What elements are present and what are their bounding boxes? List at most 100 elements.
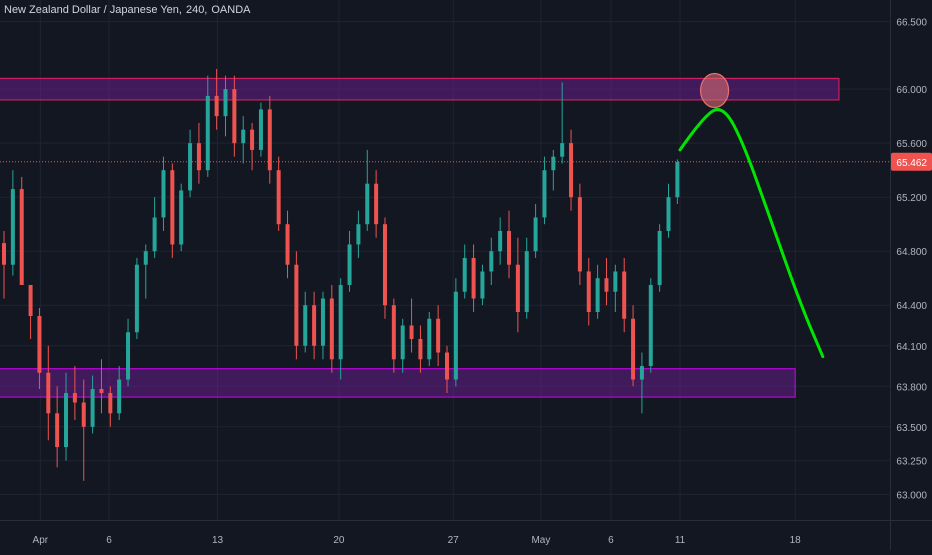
resistance-zone bbox=[0, 77, 840, 101]
candle-body bbox=[365, 183, 370, 225]
y-tick-label: 64.400 bbox=[896, 301, 927, 312]
candle-body bbox=[232, 89, 237, 144]
candle-body bbox=[480, 271, 485, 299]
x-tick-label: Apr bbox=[33, 535, 49, 546]
chart-title: New Zealand Dollar / Japanese Yen, 240, OA… bbox=[4, 4, 255, 16]
candle-body bbox=[276, 170, 281, 225]
candle-body bbox=[338, 284, 343, 360]
candle-body bbox=[126, 332, 131, 380]
x-tick-label: 13 bbox=[212, 535, 224, 546]
y-tick-label: 63.800 bbox=[896, 382, 927, 393]
candle-body bbox=[489, 251, 494, 272]
candle-body bbox=[498, 230, 503, 252]
candles bbox=[2, 68, 680, 481]
x-tick-label: 27 bbox=[448, 535, 460, 546]
candle-body bbox=[267, 109, 272, 171]
candle-body bbox=[507, 230, 512, 265]
candle-body bbox=[631, 318, 636, 380]
candle-body bbox=[303, 305, 308, 346]
candle-body bbox=[250, 129, 255, 150]
support-zone bbox=[0, 368, 796, 398]
candle-body bbox=[99, 388, 104, 394]
x-tick-label: 18 bbox=[790, 535, 802, 546]
candle-body bbox=[196, 143, 201, 171]
candle-body bbox=[320, 298, 325, 346]
candle-body bbox=[294, 264, 299, 346]
projection-path bbox=[678, 108, 825, 359]
candle-body bbox=[657, 230, 662, 285]
annotations bbox=[0, 72, 890, 359]
x-tick-label: 6 bbox=[608, 535, 614, 546]
candle-body bbox=[214, 95, 219, 117]
last-price-tag bbox=[891, 152, 932, 171]
candle-body bbox=[577, 197, 582, 272]
candle-body bbox=[205, 95, 210, 171]
interval-label: 240, bbox=[185, 4, 208, 16]
candle-body bbox=[108, 393, 113, 414]
candle-body bbox=[595, 278, 600, 312]
candle-body bbox=[418, 339, 423, 360]
candle-body bbox=[28, 284, 33, 317]
candle-body bbox=[560, 143, 565, 157]
x-tick-label: May bbox=[531, 535, 550, 546]
candle-body bbox=[347, 244, 352, 285]
candle-body bbox=[10, 189, 15, 265]
candle-body bbox=[648, 284, 653, 367]
candle-body bbox=[37, 316, 42, 373]
candle-body bbox=[400, 325, 405, 360]
y-tick-label: 63.250 bbox=[896, 457, 927, 468]
candle-body bbox=[143, 251, 148, 265]
candle-body bbox=[622, 271, 627, 319]
candle-body bbox=[72, 393, 77, 403]
candle-body bbox=[285, 224, 290, 265]
y-tick-label: 63.000 bbox=[896, 490, 927, 501]
y-tick-label: 65.600 bbox=[896, 139, 927, 150]
candle-body bbox=[471, 257, 476, 299]
candle-body bbox=[569, 143, 574, 198]
candle-body bbox=[374, 183, 379, 225]
source-label: OANDA bbox=[211, 4, 251, 16]
candle-body bbox=[152, 217, 157, 252]
candle-body bbox=[675, 162, 680, 198]
candle-body bbox=[436, 318, 441, 353]
candle-body bbox=[613, 271, 618, 292]
grid bbox=[0, 0, 890, 520]
candle-body bbox=[90, 388, 95, 427]
candle-body bbox=[453, 291, 458, 380]
symbol-label: New Zealand Dollar / Japanese Yen, bbox=[4, 4, 182, 16]
x-tick-label: 6 bbox=[106, 535, 112, 546]
candle-body bbox=[639, 366, 644, 380]
candle-body bbox=[427, 318, 432, 360]
target-circle bbox=[699, 72, 730, 109]
candle-body bbox=[188, 143, 193, 191]
candle-body bbox=[81, 402, 86, 427]
candle-body bbox=[533, 217, 538, 252]
candle-body bbox=[179, 190, 184, 245]
candle-body bbox=[586, 271, 591, 312]
last-price-label: 65.462 bbox=[896, 158, 927, 169]
y-tick-label: 64.100 bbox=[896, 342, 927, 353]
candle-body bbox=[409, 325, 414, 340]
candle-body bbox=[170, 170, 175, 245]
candle-body bbox=[515, 264, 520, 312]
candle-body bbox=[524, 251, 529, 312]
y-tick-label: 65.200 bbox=[896, 193, 927, 204]
x-tick-label: 20 bbox=[333, 535, 345, 546]
candle-body bbox=[542, 170, 547, 218]
candle-body bbox=[117, 379, 122, 414]
candle-body bbox=[604, 278, 609, 292]
candle-body bbox=[134, 264, 139, 333]
candle-body bbox=[666, 197, 671, 231]
candle-body bbox=[445, 352, 449, 380]
candle-body bbox=[161, 170, 166, 218]
candle-body bbox=[462, 257, 467, 292]
candle-body bbox=[391, 305, 396, 360]
candle-body bbox=[2, 243, 6, 265]
candle-body bbox=[312, 305, 317, 346]
candle-body bbox=[551, 156, 556, 171]
candle-body bbox=[55, 413, 60, 448]
candle-body bbox=[46, 372, 51, 414]
y-tick-label: 63.500 bbox=[896, 423, 927, 434]
